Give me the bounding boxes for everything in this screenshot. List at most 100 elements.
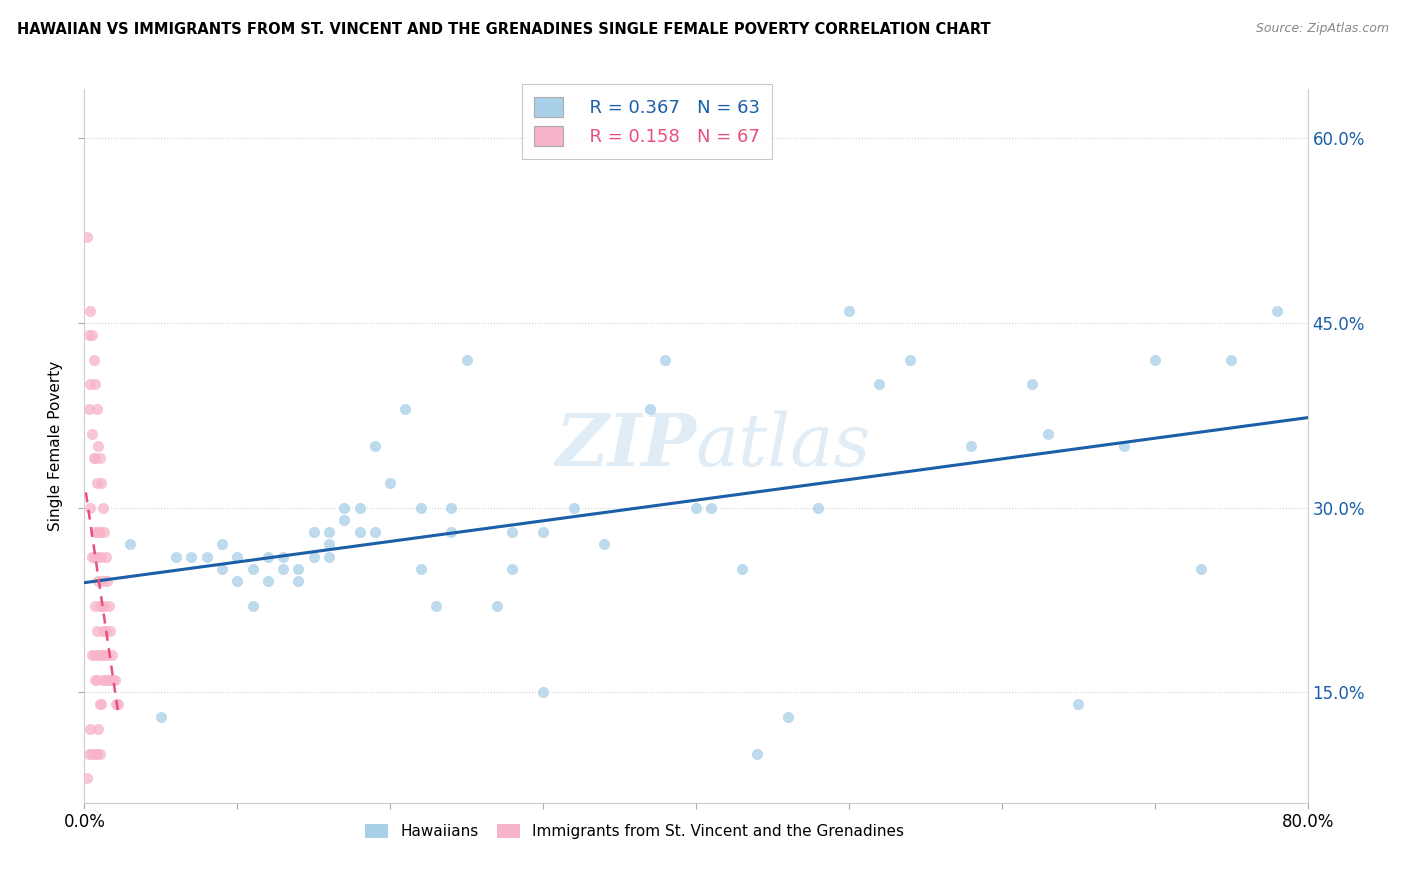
Point (409, 500, 432, 515)
Point (96, 648, 118, 662)
Point (80, 426, 103, 441)
Point (94, 624, 117, 638)
Point (105, 698, 128, 712)
Point (89, 525, 111, 540)
Point (89, 451, 111, 466)
Point (776, 709, 799, 723)
Point (349, 525, 371, 540)
Point (271, 562, 294, 576)
Point (94, 549, 117, 564)
Point (94, 673, 117, 687)
Point (1067, 698, 1090, 712)
Point (211, 562, 233, 576)
Point (87, 439, 110, 453)
Point (1265, 303, 1288, 318)
Point (394, 402, 416, 417)
Point (257, 574, 280, 589)
Point (302, 525, 325, 540)
Point (380, 475, 402, 490)
Point (80, 549, 103, 564)
Point (89, 648, 111, 662)
Point (77, 328, 100, 343)
Point (654, 352, 676, 367)
Point (1114, 439, 1136, 453)
Point (1143, 352, 1166, 367)
Point (77, 747, 100, 761)
Point (364, 525, 387, 540)
Point (90, 475, 112, 490)
Text: Source: ZipAtlas.com: Source: ZipAtlas.com (1256, 22, 1389, 36)
Point (80, 328, 103, 343)
Point (1220, 352, 1243, 367)
Point (1189, 562, 1212, 576)
Point (104, 673, 127, 687)
Legend: Hawaiians, Immigrants from St. Vincent and the Grenadines: Hawaiians, Immigrants from St. Vincent a… (360, 818, 910, 845)
Point (440, 525, 463, 540)
Point (97, 599, 120, 613)
Point (1036, 426, 1059, 441)
Point (84, 599, 107, 613)
Point (838, 303, 860, 318)
Point (747, 747, 769, 761)
Point (91, 673, 114, 687)
Point (211, 537, 233, 551)
Point (257, 549, 280, 564)
Point (79, 500, 101, 515)
Point (83, 352, 105, 367)
Point (90, 549, 112, 564)
Point (87, 574, 110, 589)
Point (502, 562, 524, 576)
Point (97, 673, 120, 687)
Point (93, 525, 115, 540)
Point (531, 685, 554, 699)
Point (700, 500, 723, 515)
Point (593, 537, 616, 551)
Point (120, 537, 142, 551)
Point (90, 698, 112, 712)
Point (440, 500, 463, 515)
Point (302, 549, 325, 564)
Point (83, 549, 105, 564)
Point (89, 599, 111, 613)
Point (486, 599, 509, 613)
Point (87, 722, 110, 736)
Point (149, 709, 172, 723)
Point (86, 475, 108, 490)
Point (562, 500, 585, 515)
Point (318, 549, 340, 564)
Point (502, 525, 524, 540)
Point (287, 574, 309, 589)
Point (960, 439, 983, 453)
Y-axis label: Single Female Poverty: Single Female Poverty (48, 361, 63, 531)
Point (90, 599, 112, 613)
Point (84, 673, 107, 687)
Point (425, 599, 447, 613)
Point (180, 549, 202, 564)
Point (195, 549, 218, 564)
Point (318, 525, 340, 540)
Text: HAWAIIAN VS IMMIGRANTS FROM ST. VINCENT AND THE GRENADINES SINGLE FEMALE POVERTY: HAWAIIAN VS IMMIGRANTS FROM ST. VINCENT … (17, 22, 990, 37)
Point (90, 648, 112, 662)
Point (91, 574, 114, 589)
Point (409, 562, 432, 576)
Point (86, 747, 108, 761)
Point (80, 648, 103, 662)
Point (76, 230, 98, 244)
Point (93, 648, 115, 662)
Point (807, 500, 830, 515)
Point (869, 377, 891, 392)
Point (93, 599, 115, 613)
Point (333, 500, 356, 515)
Point (731, 562, 754, 576)
Point (638, 402, 661, 417)
Point (87, 648, 110, 662)
Point (165, 549, 187, 564)
Point (685, 500, 707, 515)
Point (98, 673, 121, 687)
Point (1021, 377, 1043, 392)
Point (79, 303, 101, 318)
Point (86, 624, 108, 638)
Point (84, 377, 107, 392)
Point (83, 451, 105, 466)
Point (333, 513, 356, 527)
